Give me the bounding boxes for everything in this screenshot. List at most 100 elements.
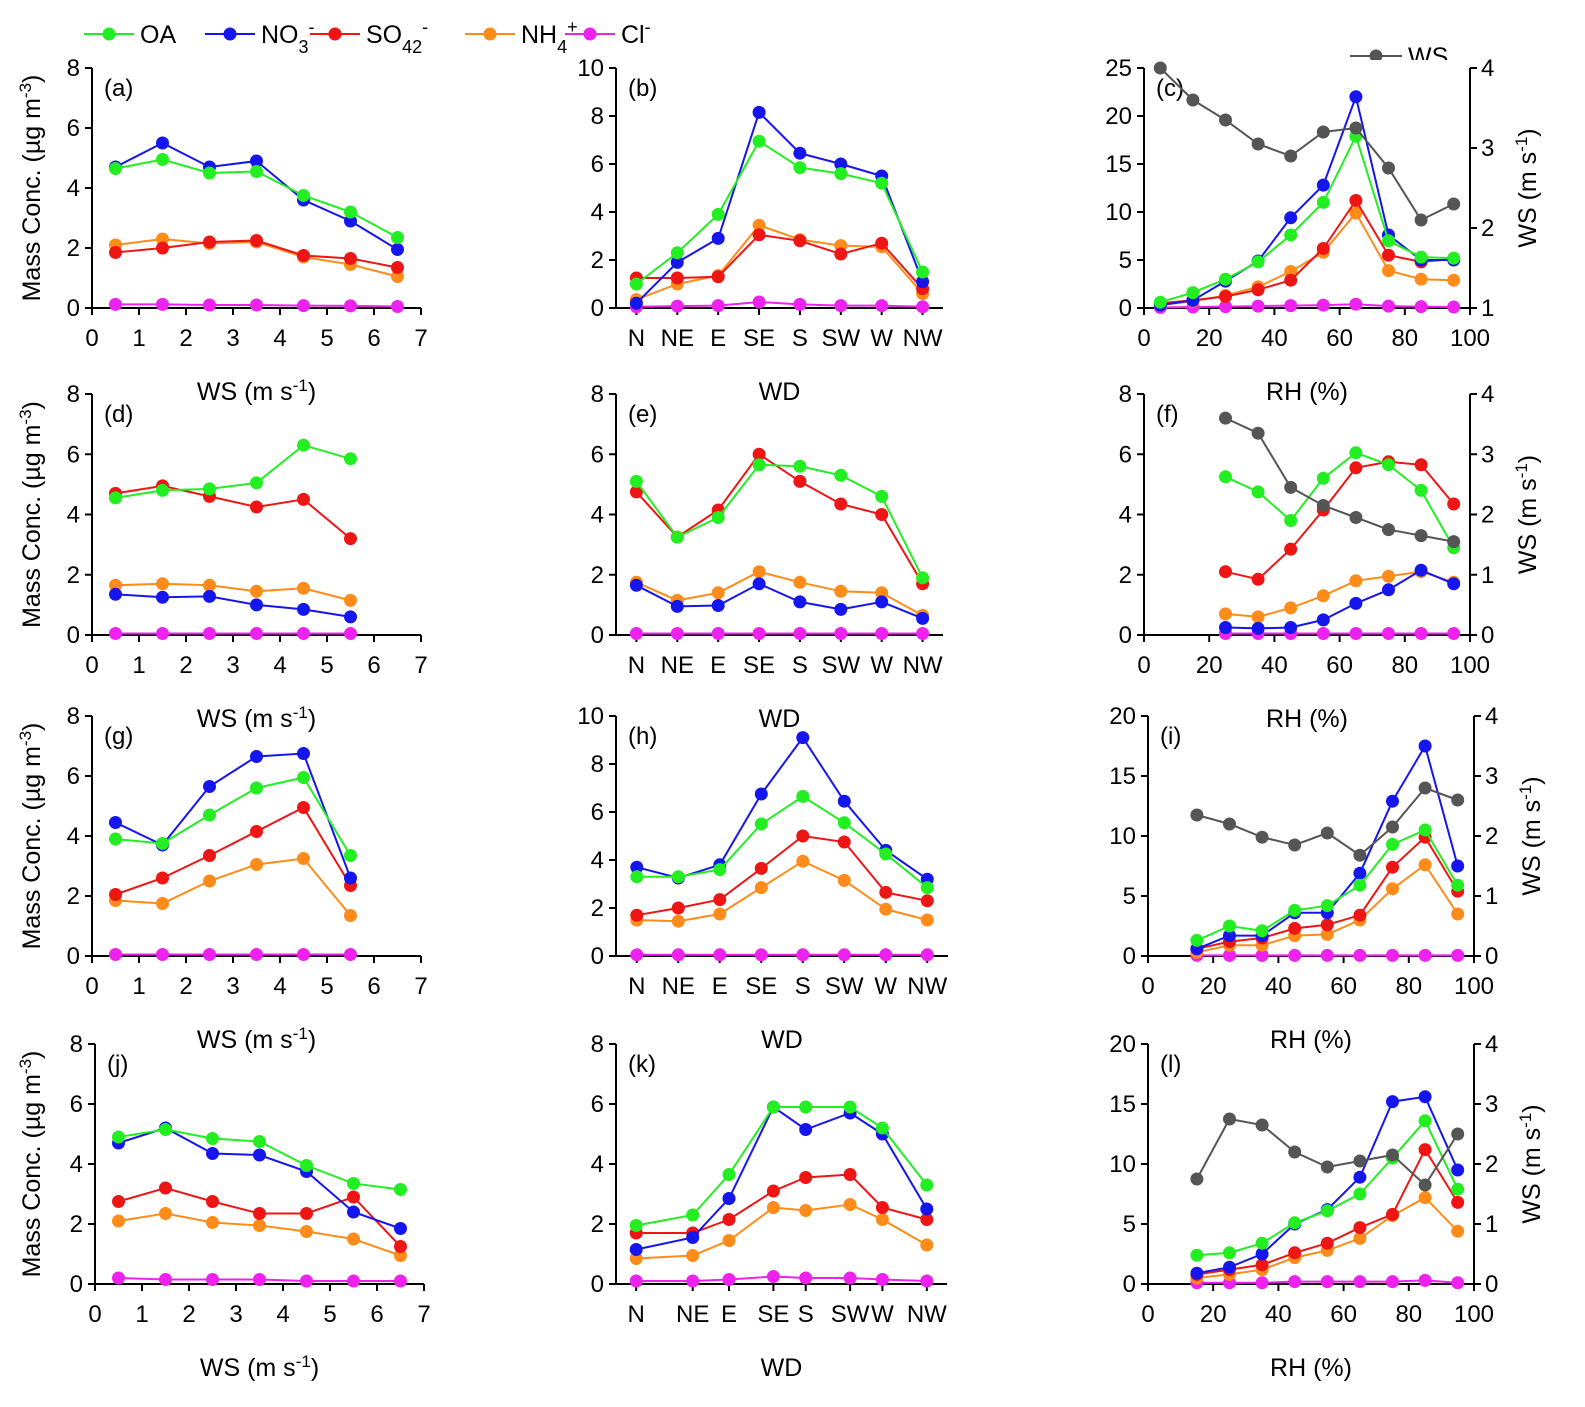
data-point-no3 <box>109 816 122 829</box>
y-tick-label: 0 <box>1119 295 1132 322</box>
data-point-so42 <box>920 894 934 908</box>
series-line-no3 <box>635 110 924 304</box>
data-point-nh4 <box>1320 927 1334 941</box>
data-point-nh4 <box>711 586 725 600</box>
data-point-so42 <box>156 241 169 255</box>
data-point-nh4 <box>686 1249 700 1262</box>
x-axis-title: WS (m s-1) <box>197 703 316 734</box>
y-tick-label: 0 <box>1123 1271 1136 1298</box>
data-point-nh4 <box>203 874 216 888</box>
panel-label: (h) <box>628 723 657 750</box>
series-nh4 <box>109 577 357 607</box>
data-point-oa <box>834 468 848 482</box>
x-tick-label: SE <box>757 1301 789 1328</box>
data-point-oa <box>670 530 684 544</box>
data-point-so42 <box>793 474 807 488</box>
data-point-oa <box>920 881 934 895</box>
data-point-no3 <box>250 750 263 763</box>
data-point-nh4 <box>297 852 310 865</box>
data-point-cl <box>916 627 930 640</box>
data-point-no3 <box>754 787 768 801</box>
data-point-oa <box>109 832 122 846</box>
data-point-oa <box>1418 823 1432 837</box>
x-axis-title: RH (%) <box>1270 1026 1352 1054</box>
data-point-oa <box>109 162 122 175</box>
data-point-oa <box>109 491 122 505</box>
data-point-so42 <box>711 270 725 284</box>
x-tick-label: 4 <box>273 652 286 679</box>
panel-h: 0 2 4 6 8 10 N NE E SE S SW W NW WD (h) <box>577 703 948 1054</box>
series-line-so42 <box>1160 198 1454 305</box>
y-tick-label: 4 <box>67 175 80 202</box>
data-point-oa <box>156 153 169 166</box>
data-point-so42 <box>1382 248 1395 262</box>
legend-entry-so42: SO42- <box>310 17 428 57</box>
data-point-nh4 <box>1414 272 1428 286</box>
data-point-so42 <box>109 888 122 901</box>
data-point-no3 <box>156 136 169 150</box>
series-line-nh4 <box>115 582 351 602</box>
data-point-cl <box>109 297 122 311</box>
y-tick-label: 6 <box>591 1091 604 1118</box>
data-point-ws <box>1386 1148 1399 1162</box>
x-tick-label: NE <box>661 652 694 679</box>
data-point-ws <box>1190 808 1204 822</box>
data-point-so42 <box>297 249 310 262</box>
axes: 0 2 4 6 8 0 1 2 3 4 5 6 7 <box>70 1031 431 1328</box>
data-point-no3 <box>1382 583 1395 597</box>
x-axis-title: WD <box>761 1026 803 1054</box>
data-point-cl <box>1255 1276 1269 1290</box>
x-tick-label: 5 <box>320 325 333 352</box>
svg-text:Cl-: Cl- <box>621 17 651 49</box>
data-point-ws <box>1219 411 1232 425</box>
data-point-cl <box>1349 297 1363 311</box>
x-tick-label: 7 <box>414 973 427 1000</box>
data-point-no3 <box>344 871 357 885</box>
data-point-nh4 <box>1418 858 1432 872</box>
data-point-nh4 <box>799 1204 813 1217</box>
data-point-cl <box>1353 948 1367 962</box>
x-tick-label: 0 <box>88 1301 101 1328</box>
y2-tick-label: 2 <box>1481 215 1494 242</box>
data-point-oa <box>1223 919 1236 933</box>
data-point-cl <box>250 627 263 640</box>
panel-label: (l) <box>1160 1051 1181 1078</box>
y-tick-label: 4 <box>67 502 80 529</box>
data-point-ws <box>1418 781 1432 795</box>
data-point-oa <box>1414 250 1428 264</box>
x-tick-label: 20 <box>1200 973 1227 1000</box>
series-so42 <box>630 829 934 922</box>
series-line-so42 <box>115 484 352 540</box>
x-tick-label: 0 <box>1141 1301 1154 1328</box>
data-point-cl <box>1414 300 1428 314</box>
data-point-oa <box>766 1100 780 1114</box>
x-tick-label: 3 <box>226 325 239 352</box>
y-tick-label: 8 <box>70 1031 83 1058</box>
data-point-no3 <box>1353 866 1367 880</box>
x-tick-label: SE <box>743 325 775 352</box>
x-tick-label: N <box>628 652 645 679</box>
data-point-no3 <box>1451 1163 1465 1177</box>
data-point-no3 <box>1447 577 1461 591</box>
data-point-nh4 <box>796 854 810 868</box>
x-tick-label: NW <box>903 325 943 352</box>
data-point-ws <box>1153 61 1167 75</box>
data-point-nh4 <box>1349 206 1363 220</box>
data-point-oa <box>629 474 643 488</box>
panel-label: (k) <box>628 1051 656 1078</box>
data-point-nh4 <box>253 1219 266 1232</box>
data-point-cl <box>1316 298 1330 312</box>
y2-tick-label: 4 <box>1485 703 1498 730</box>
svg-text:OA: OA <box>140 21 176 49</box>
series-so42 <box>109 479 357 546</box>
y2-tick-label: 3 <box>1485 1091 1498 1118</box>
series-oa <box>629 458 930 585</box>
x-tick-label: 40 <box>1261 652 1288 679</box>
data-point-ws <box>1255 1118 1269 1132</box>
data-point-cl <box>799 1271 813 1285</box>
data-point-no3 <box>629 578 643 592</box>
data-point-so42 <box>250 825 263 838</box>
x-axis-title: RH (%) <box>1266 378 1348 406</box>
data-point-cl <box>722 1273 736 1286</box>
series-so42 <box>1153 194 1461 310</box>
